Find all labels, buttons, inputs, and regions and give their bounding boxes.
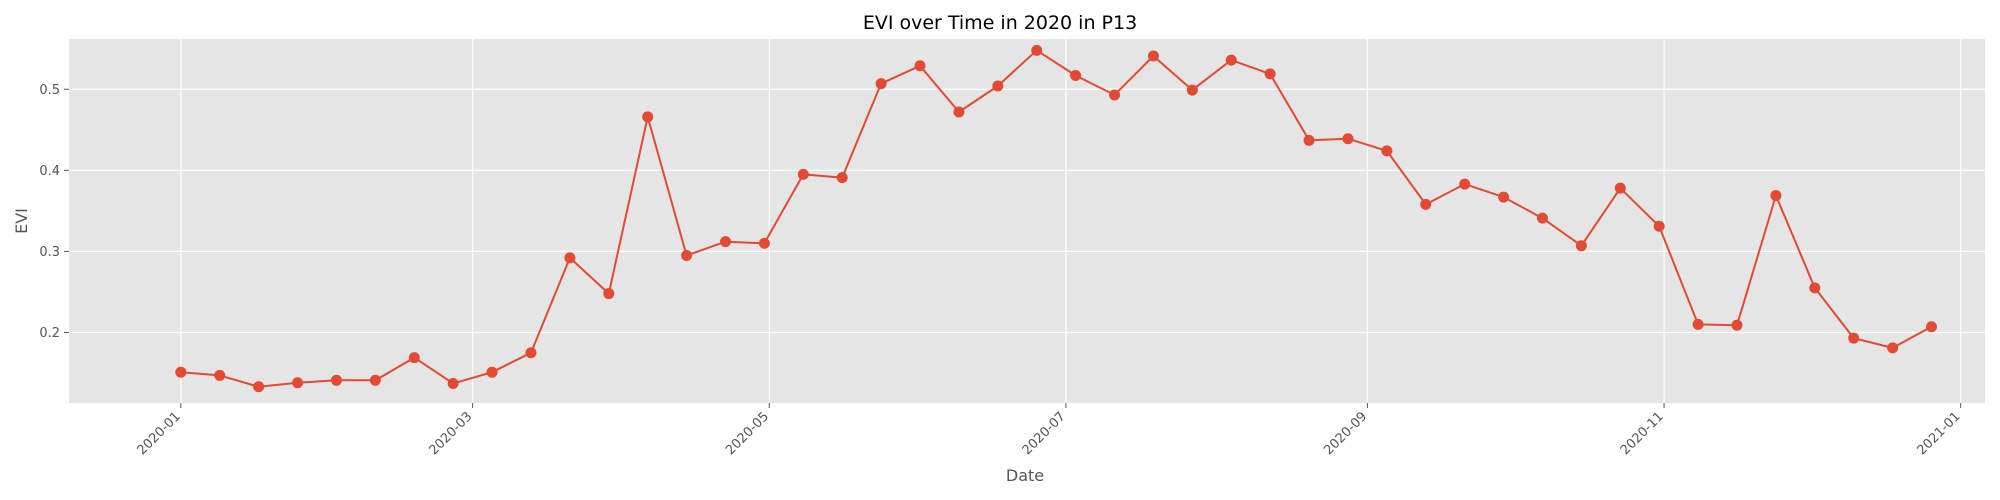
y-axis-label: EVI [12,208,31,234]
data-point [175,366,187,378]
data-point [758,237,770,249]
data-point [1031,44,1043,56]
plot-area [69,39,1985,403]
data-point [992,80,1004,92]
data-point [1225,54,1237,66]
chart-title: EVI over Time in 2020 in P13 [863,12,1137,34]
data-point [797,168,809,180]
data-point [408,352,420,364]
data-point [1731,319,1743,331]
data-point [369,374,381,386]
data-point [642,111,654,123]
data-point [1381,145,1393,157]
data-point [875,78,887,90]
data-point [1342,133,1354,145]
data-point [1109,89,1121,101]
data-point [1186,84,1198,96]
data-point [1926,321,1938,333]
data-point [1420,198,1432,210]
data-point [1809,282,1821,294]
x-tick-label: 2020-11 [1618,409,1667,458]
data-point [1498,191,1510,203]
y-axis-ticks: 0.2 0.3 0.4 0.5 [39,83,69,341]
y-tick-label: 0.5 [39,83,60,98]
x-tick-label: 2020-05 [723,409,772,458]
y-tick-label: 0.3 [39,245,60,260]
x-axis-ticks: 2020-01 2020-03 2020-05 2020-07 2020-09 2020-… [135,403,1964,458]
data-point [214,369,226,381]
x-tick-label: 2020-03 [426,409,475,458]
data-point [1887,342,1899,354]
data-point [1264,68,1276,80]
data-point [681,249,693,261]
x-tick-label: 2020-01 [135,409,184,458]
x-axis-label: Date [1006,466,1044,485]
evi-series-line [180,49,1932,388]
data-point [1770,189,1782,201]
data-point [564,252,576,264]
data-point [953,106,965,118]
data-point [1575,240,1587,252]
data-point [486,366,498,378]
data-point [253,381,265,393]
data-point [525,347,537,359]
data-point [836,172,848,184]
y-tick-label: 0.4 [39,164,60,179]
series-layer [175,44,1938,393]
x-tick-label: 2021-01 [1914,409,1963,458]
data-point [1692,318,1704,330]
data-point [1848,332,1860,344]
data-point [1653,220,1665,232]
data-point [1147,50,1159,62]
data-point [330,374,342,386]
x-tick-label: 2020-07 [1020,409,1069,458]
data-point [914,60,926,72]
grid-lines [69,39,1985,403]
data-point [1459,178,1471,190]
data-point [1614,182,1626,194]
data-point [1070,69,1082,81]
y-tick-label: 0.2 [39,326,60,341]
data-point [1303,134,1315,146]
data-point [447,378,459,390]
data-point [603,288,615,300]
data-point [292,377,304,389]
x-tick-label: 2020-09 [1321,409,1370,458]
data-point [1536,212,1548,224]
data-point [719,236,731,248]
